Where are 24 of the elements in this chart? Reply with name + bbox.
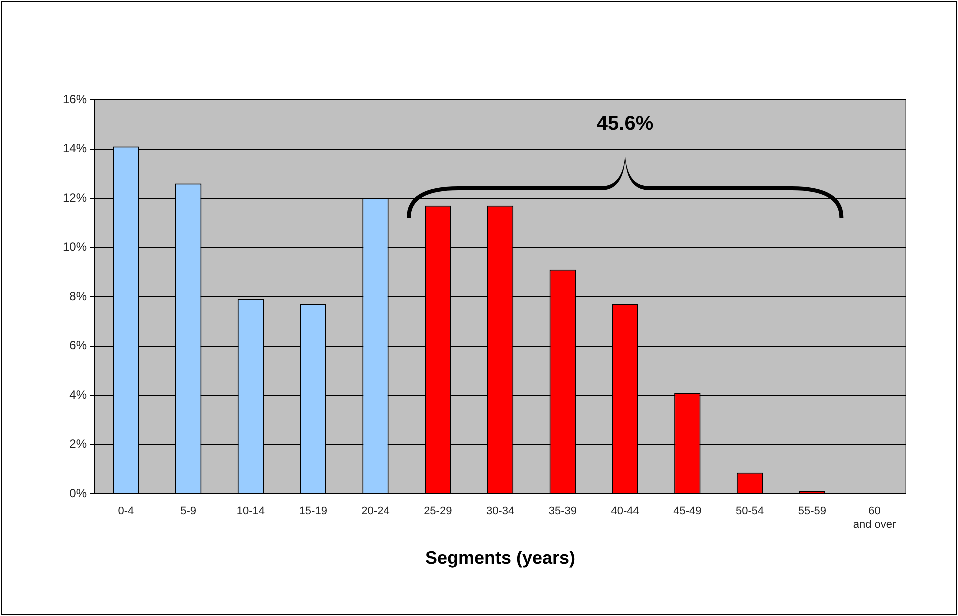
x-tick-label: 35-39 — [548, 506, 577, 518]
annotation: 45.6% — [596, 113, 654, 136]
y-tick-label: 0% — [70, 486, 88, 500]
x-tick-label: 55-59 — [798, 506, 826, 518]
x-tick-label: 15-19 — [299, 506, 328, 518]
x-tick-label: 30-34 — [486, 506, 515, 518]
x-tick-label: 50-54 — [736, 506, 764, 518]
x-tick-label: 45-49 — [674, 506, 702, 518]
x-tick-label: 25-29 — [424, 506, 452, 518]
x-tick-label: 0-4 — [118, 506, 134, 518]
x-tick-label: 40-44 — [611, 506, 640, 518]
y-tick-label: 10% — [62, 240, 88, 254]
y-tick-label: 14% — [62, 142, 88, 156]
y-tick-label: 2% — [70, 437, 88, 452]
x-axis-title: Segments (years) — [425, 548, 576, 568]
y-tick-label: 4% — [70, 388, 88, 402]
x-tick-label: 10-14 — [236, 506, 266, 518]
y-tick-label: 16% — [62, 92, 88, 106]
y-tick-label: 12% — [62, 190, 88, 205]
x-tick-label: 5-9 — [180, 506, 197, 518]
y-tick-label: 8% — [70, 289, 88, 304]
x-tick-label: 20-24 — [362, 506, 390, 518]
x-tick-label: 60 and over — [853, 506, 897, 531]
y-tick-label: 6% — [70, 338, 88, 353]
